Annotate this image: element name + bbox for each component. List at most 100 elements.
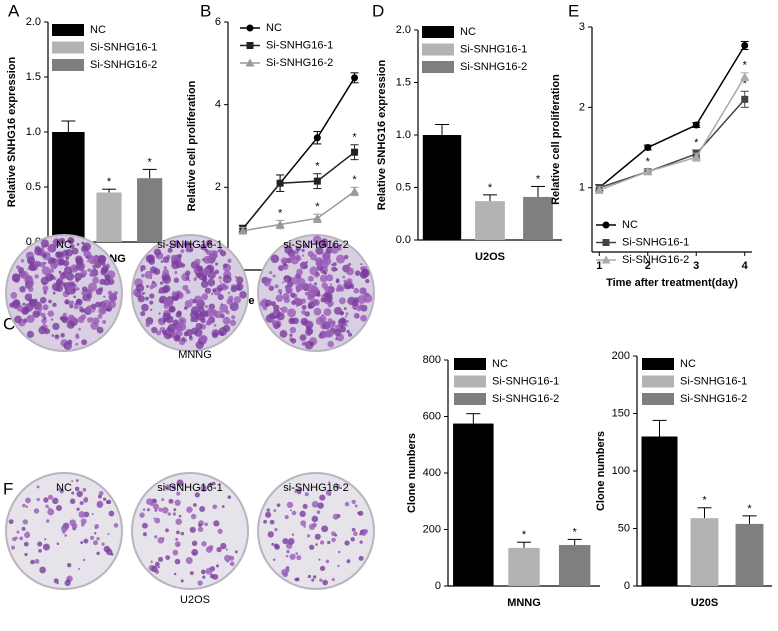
colony	[62, 312, 68, 318]
colony	[67, 339, 73, 345]
colony	[285, 286, 293, 294]
colony	[309, 240, 312, 244]
colony	[221, 505, 225, 508]
colony	[66, 285, 76, 294]
colony	[302, 503, 308, 509]
colony	[153, 517, 156, 520]
colony	[320, 259, 329, 269]
colony	[205, 567, 213, 575]
colony	[83, 538, 89, 544]
colony	[216, 547, 222, 553]
colony	[43, 292, 47, 295]
colony	[87, 317, 93, 323]
colony	[358, 304, 365, 311]
colony	[200, 317, 206, 324]
colony	[101, 542, 105, 546]
colony	[52, 291, 56, 295]
colony	[334, 533, 338, 537]
legend-label: Si-SNHG16-1	[622, 236, 689, 248]
colony	[214, 269, 219, 275]
colony	[322, 269, 326, 274]
legend-swatch	[642, 358, 674, 370]
colony	[194, 258, 201, 265]
colony	[38, 549, 42, 553]
colony	[361, 268, 369, 276]
colony	[275, 294, 284, 302]
colony	[189, 248, 194, 252]
point	[691, 152, 701, 161]
colony	[220, 250, 227, 257]
y-tick-label: 0.5	[396, 181, 411, 193]
colony	[299, 261, 308, 270]
colony	[94, 526, 97, 530]
colony	[100, 266, 108, 274]
colony	[325, 329, 334, 338]
colony	[103, 497, 107, 501]
colony	[58, 258, 65, 266]
point	[276, 179, 284, 187]
y-tick-label: 4	[215, 99, 221, 111]
colony	[295, 246, 301, 252]
colony	[215, 262, 219, 266]
colony	[56, 542, 60, 546]
colony	[150, 277, 153, 280]
colony	[353, 531, 358, 537]
colony	[92, 310, 95, 313]
colony	[206, 319, 213, 326]
colony	[283, 263, 287, 267]
colony	[200, 569, 206, 575]
colony	[161, 507, 169, 514]
colony	[284, 245, 293, 254]
colony	[142, 508, 146, 512]
legend-label: NC	[90, 24, 106, 36]
colony	[193, 317, 199, 323]
colony	[295, 285, 302, 292]
colony	[60, 333, 65, 338]
colony	[16, 305, 24, 312]
colony	[39, 261, 46, 268]
colony	[194, 328, 203, 337]
y-tick-label: 2	[215, 181, 221, 193]
colony	[331, 578, 335, 582]
colony	[190, 242, 194, 246]
colony	[287, 281, 294, 288]
bar	[735, 523, 764, 586]
colony	[321, 251, 331, 261]
colony	[159, 281, 164, 285]
colony	[74, 272, 83, 281]
colony	[52, 302, 57, 308]
colony	[280, 257, 288, 265]
colony	[88, 282, 97, 292]
colony	[343, 279, 347, 283]
colony	[284, 277, 289, 282]
colony	[28, 286, 34, 293]
colony	[178, 514, 182, 518]
colony	[151, 326, 158, 334]
colony	[75, 479, 79, 482]
colony	[28, 293, 33, 297]
colony	[51, 282, 61, 292]
colony	[309, 544, 315, 550]
colony	[178, 317, 187, 326]
colony	[286, 501, 294, 509]
colony	[172, 549, 179, 556]
colony	[234, 550, 238, 554]
colony	[76, 507, 80, 511]
colony	[21, 526, 26, 531]
significance: *	[747, 503, 752, 515]
colony	[174, 558, 181, 565]
colony	[360, 530, 363, 533]
colony	[44, 307, 47, 310]
colony	[75, 333, 79, 338]
colony	[87, 298, 91, 302]
colony	[167, 247, 173, 253]
colony	[198, 306, 205, 313]
colony	[171, 291, 177, 297]
colony	[96, 326, 104, 334]
colony	[154, 517, 161, 524]
colony	[19, 286, 26, 293]
colony	[274, 284, 279, 289]
colony	[306, 327, 314, 335]
colony	[76, 243, 80, 246]
colony	[346, 267, 354, 276]
